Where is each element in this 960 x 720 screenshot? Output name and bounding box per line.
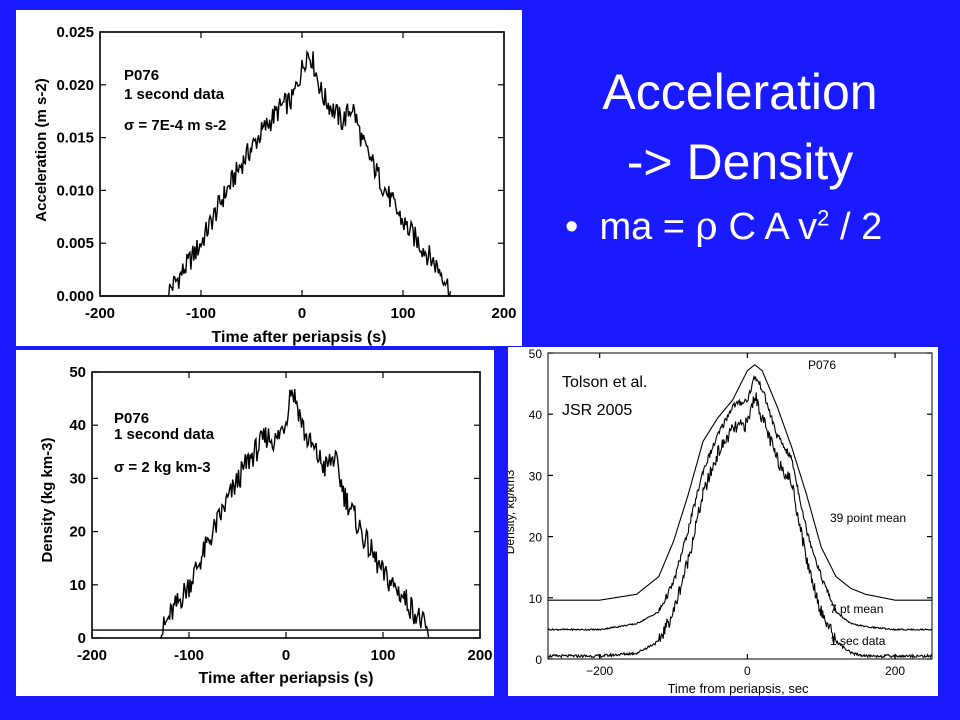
y-tick-label: 0.025 [56, 24, 94, 41]
slide-title-line2: -> Density [626, 134, 854, 190]
tolson-chart-panel: Density, kg/km3 Time from periapsis, sec… [508, 347, 938, 696]
den-ylabel: Density (kg km-3) [39, 437, 56, 562]
y-tick-label: 40 [69, 417, 86, 434]
bullet-dot: • [565, 206, 579, 248]
acc-xlabel: Time after periapsis (s) [212, 329, 387, 346]
x-tick-label: 0 [298, 305, 306, 322]
tol-ylabel: Density, kg/km3 [508, 469, 517, 554]
acceleration-series-line [168, 49, 452, 298]
den-annotation-1: 1 second data [114, 426, 215, 443]
x-tick-label: 100 [370, 647, 395, 664]
tolson-chart: Density, kg/km3 Time from periapsis, sec… [508, 347, 933, 696]
acc-annotation-1: 1 second data [124, 86, 225, 103]
density-series-line [159, 389, 430, 639]
density-chart-panel: Density (kg km-3) Time after periapsis (… [16, 350, 494, 696]
series-label: 7 pt mean [830, 602, 883, 616]
series-line-1-sec-data [547, 392, 933, 660]
y-tick-label: 0.015 [56, 130, 94, 147]
acc-annotation-2: σ = 7E-4 m s-2 [124, 117, 226, 134]
acceleration-chart: Acceleration (m s-2) Time after periapsi… [33, 24, 517, 346]
x-tick-label: -200 [85, 305, 115, 322]
y-tick-label: 0.010 [56, 182, 94, 199]
acc-annotation-0: P076 [124, 67, 159, 84]
density-chart: Density (kg km-3) Time after periapsis (… [39, 364, 493, 687]
den-annotation-2: σ = 2 kg km-3 [114, 459, 211, 476]
acc-ylabel: Acceleration (m s-2) [33, 78, 50, 221]
series-label: 1 sec data [830, 634, 886, 648]
bullet-rho: ρ [695, 204, 718, 248]
den-xlabel: Time after periapsis (s) [199, 670, 374, 687]
y-tick-label: 20 [529, 531, 543, 545]
acceleration-chart-panel: Acceleration (m s-2) Time after periapsi… [16, 10, 522, 346]
y-tick-label: 30 [69, 470, 86, 487]
bullet-sup: 2 [817, 205, 830, 231]
y-tick-label: 10 [69, 577, 86, 594]
plot-frame [547, 352, 933, 660]
bullet-equation: • ma = ρ C A v2 / 2 [565, 204, 882, 249]
y-tick-label: 0.020 [56, 77, 94, 94]
tol-xlabel: Time from periapsis, sec [667, 681, 809, 696]
bullet-middle: C A v [717, 206, 818, 248]
series-line-39-point-mean [548, 364, 932, 601]
y-tick-label: 0.000 [56, 288, 94, 305]
bullet-suffix: / 2 [829, 206, 883, 248]
y-tick-label: 40 [529, 408, 543, 422]
series-line-7-pt-mean [547, 374, 933, 632]
x-tick-label: -100 [186, 305, 216, 322]
bullet-prefix: ma = [599, 206, 696, 248]
x-tick-label: -200 [77, 647, 107, 664]
series-label: 39 point mean [830, 511, 906, 525]
y-tick-label: 10 [529, 592, 543, 606]
x-tick-label: −200 [586, 664, 613, 678]
x-tick-label: 200 [467, 647, 492, 664]
plot-frame [91, 371, 481, 639]
tol-annotation-1: JSR 2005 [562, 402, 632, 419]
x-tick-label: 0 [282, 647, 290, 664]
tol-annotation-0: Tolson et al. [562, 374, 647, 391]
den-annotation-0: P076 [114, 410, 149, 427]
y-tick-label: 0 [535, 653, 542, 667]
x-tick-label: 0 [744, 664, 751, 678]
tol-title: P076 [808, 358, 836, 372]
x-tick-label: -100 [174, 647, 204, 664]
y-tick-label: 50 [529, 347, 543, 361]
x-tick-label: 100 [390, 305, 415, 322]
slide-title-line1: Acceleration [602, 64, 878, 120]
y-tick-label: 0.005 [56, 235, 94, 252]
y-tick-label: 30 [529, 469, 543, 483]
y-tick-label: 20 [69, 524, 86, 541]
y-tick-label: 0 [78, 630, 86, 647]
x-tick-label: 200 [885, 664, 905, 678]
x-tick-label: 200 [491, 305, 516, 322]
y-tick-label: 50 [69, 364, 86, 381]
plot-frame [99, 31, 505, 297]
